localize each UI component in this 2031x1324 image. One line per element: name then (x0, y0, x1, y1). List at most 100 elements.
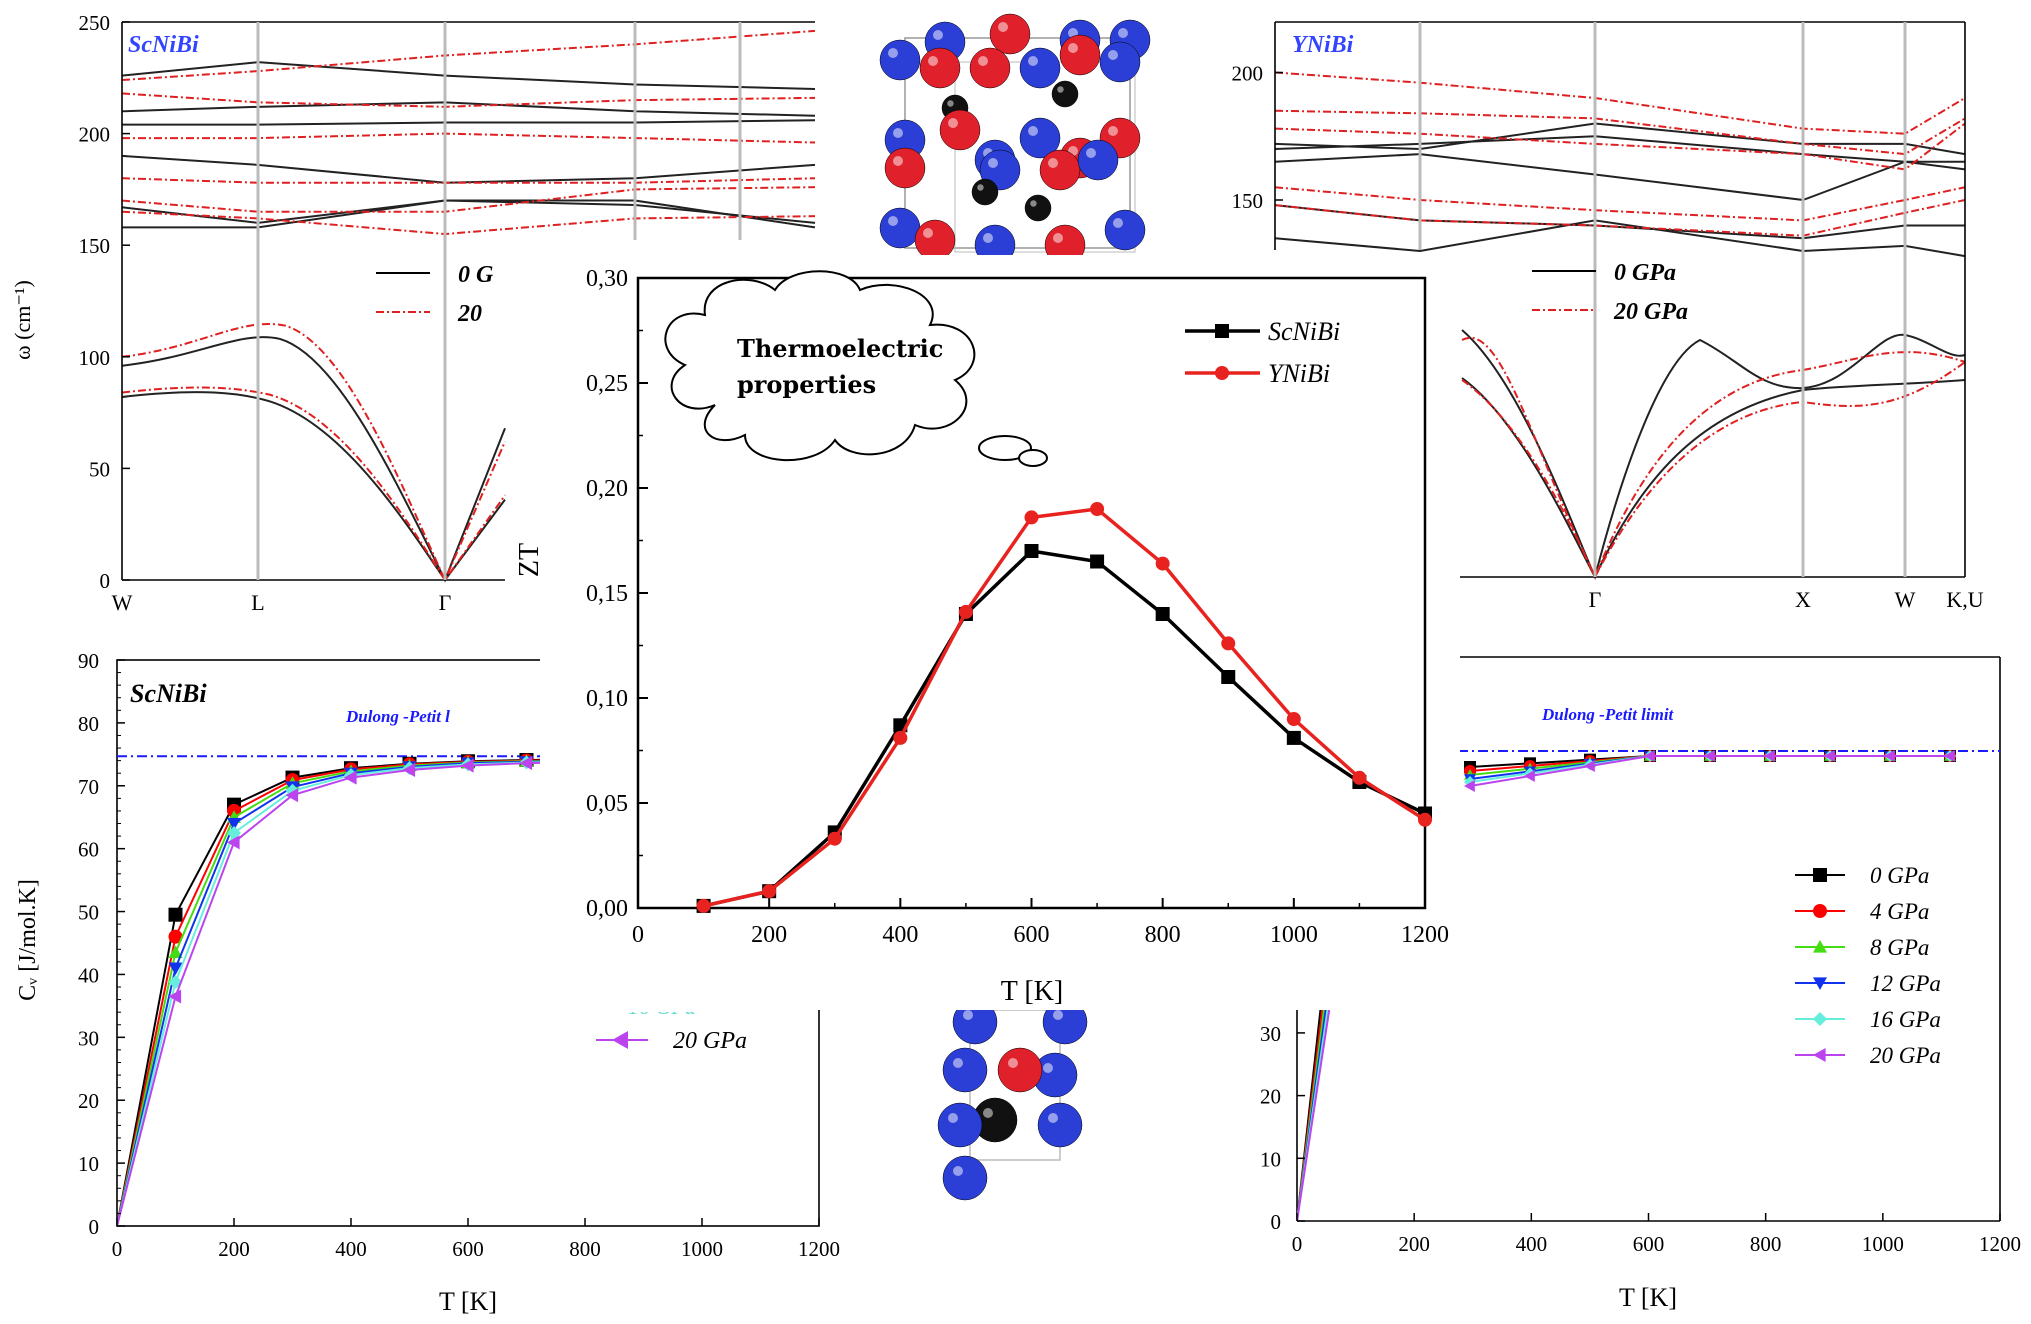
zt-xtick-label: 600 (1014, 922, 1050, 948)
zt-xtick-label: 400 (882, 922, 918, 948)
cv-ynibi-point (1764, 750, 1775, 762)
crystal-top-atom (1059, 34, 1101, 76)
cv-ynibi-xtick-label: 1200 (1979, 1232, 2021, 1256)
cv-ynibi-point (1944, 750, 1955, 762)
crystal-top-atom-highlight (978, 56, 988, 66)
crystal-top-atom (1077, 139, 1119, 181)
phonon-ynibi-band-20 (1274, 109, 1966, 156)
phonon-scnibi-band-20 (121, 186, 816, 213)
cv-ynibi-point (1464, 780, 1475, 792)
phonon-scnibi-legend-20: 20 (457, 301, 482, 327)
crystal-top-atom (879, 207, 921, 249)
cloud-bubble-small (1018, 449, 1048, 467)
crystal-top-atom-highlight (1028, 126, 1038, 136)
cv-scnibi-point (344, 770, 357, 785)
cv-ynibi-legend-label: 0 GPa (1870, 863, 1929, 888)
cv-scnibi-xtick-label: 1000 (681, 1237, 723, 1261)
zt-xtick-label: 1200 (1401, 922, 1449, 948)
crystal-top-atom-highlight (893, 156, 903, 166)
zt-point-ScNiBi (1024, 544, 1039, 558)
phonon-scnibi-band-0 (121, 101, 816, 117)
phonon-scnibi-band-20 (121, 29, 816, 82)
cv-ynibi-xtick-label: 400 (1516, 1232, 1548, 1256)
phonon-scnibi-band-20 (121, 92, 816, 108)
cv-scnibi-ytick-label: 20 (78, 1089, 99, 1113)
crystal-top-atom-highlight (1068, 43, 1078, 53)
cv-scnibi-xlabel: T [K] (439, 1287, 497, 1316)
zt-ytick-label: 0,15 (586, 581, 628, 607)
crystal-top-atom (1024, 194, 1052, 222)
crystal-bottom-atom-highlight (983, 1108, 993, 1118)
zt-main-panel: 0 200 400 600 800 1000 1200 0,00 0,05 0,10 0,15 0,2… (514, 255, 1460, 1010)
zt-ytick-label: 0,10 (586, 686, 628, 712)
cv-ynibi-ticks: 0 10 20 30 0 200 400 600 800 1000 1200 (1260, 1022, 2021, 1256)
crystal-top-atom (1099, 41, 1141, 83)
cv-scnibi-label: ScNiBi (130, 679, 207, 708)
cv-scnibi-ytick-label: 70 (78, 775, 99, 799)
zt-point-YNiBi (1352, 770, 1367, 785)
zt-xtick-label: 1000 (1270, 922, 1318, 948)
crystal-bottom-atom-highlight (953, 1166, 963, 1176)
phonon-ynibi-band-0 (1274, 122, 1966, 156)
cv-scnibi-point (227, 825, 241, 840)
crystal-top-atom-highlight (977, 184, 984, 191)
phonon-scnibi-legend-0: 0 G (458, 262, 494, 288)
crystal-bottom-atom (942, 1047, 988, 1093)
phonon-ynibi-kpoint-label: X (1795, 587, 1811, 612)
phonon-scnibi-band-0 (121, 154, 816, 184)
phonon-scnibi-band-20 (122, 132, 816, 144)
phonon-scnibi-ylabel: ω (cm⁻¹) (10, 280, 35, 360)
cv-scnibi-ytick-label: 0 (89, 1215, 100, 1239)
crystal-top-atom (1104, 209, 1146, 251)
crystal-top-atom-highlight (947, 100, 954, 107)
cloud-text-line1: Thermoelectric (737, 334, 943, 363)
crystal-top-atom-highlight (1108, 126, 1118, 136)
cv-ynibi-xtick-label: 800 (1750, 1232, 1782, 1256)
crystal-top-atom (1051, 80, 1079, 108)
cv-scnibi-dulong-label: Dulong -Petit l (345, 707, 450, 726)
zt-point-YNiBi (1024, 510, 1039, 525)
crystal-top-atom-highlight (1048, 158, 1058, 168)
crystal-top-atom-highlight (893, 128, 903, 138)
zt-point-ScNiBi (1155, 607, 1170, 621)
cv-ynibi-xtick-label: 1000 (1862, 1232, 1904, 1256)
crystal-bottom-atom-highlight (1048, 1113, 1058, 1123)
zt-ytick-label: 0,25 (586, 371, 628, 397)
cv-ynibi-point (1884, 750, 1895, 762)
zt-legend-marker (1215, 324, 1229, 338)
zt-point-YNiBi (893, 730, 908, 745)
zt-point-YNiBi (1418, 812, 1432, 827)
crystal-top-atom (1039, 149, 1081, 191)
crystal-bottom-atom-highlight (948, 1113, 958, 1123)
zt-legend-marker (1215, 366, 1229, 380)
cv-ynibi-ytick-label: 10 (1260, 1147, 1281, 1171)
phonon-scnibi-ytick-label: 50 (89, 457, 110, 481)
cv-scnibi-point (285, 788, 299, 803)
cv-scnibi-xtick-label: 800 (569, 1237, 601, 1261)
cv-scnibi-point (168, 945, 183, 959)
cv-scnibi-xtick-label: 400 (335, 1237, 367, 1261)
zt-ytick-label: 0,05 (586, 791, 628, 817)
crystal-top-atom-highlight (998, 22, 1008, 32)
crystal-top-atom (971, 178, 999, 206)
cv-scnibi-ytick-label: 30 (78, 1026, 99, 1050)
crystal-top-atom-highlight (923, 228, 933, 238)
cv-ynibi-ytick-label: 20 (1260, 1085, 1281, 1109)
cv-scnibi-panel: 0 10 20 30 40 50 60 70 80 90 0 200 400 600 800 1000 1200… (15, 649, 840, 1316)
zt-ytick-label: 0,30 (586, 266, 628, 292)
phonon-scnibi-label: ScNiBi (128, 32, 199, 58)
crystal-top-atom (914, 219, 956, 261)
phonon-ynibi-band-20 (1274, 122, 1966, 171)
zt-legend-label: ScNiBi (1268, 317, 1340, 346)
zt-point-ScNiBi (1221, 670, 1236, 684)
crystal-bottom-atom (1037, 1102, 1083, 1148)
crystal-top-atom-highlight (1028, 56, 1038, 66)
cv-scnibi-ytick-label: 60 (78, 838, 99, 862)
zt-point-YNiBi (762, 884, 777, 899)
cv-scnibi-point (168, 962, 183, 976)
cv-ynibi-series (1296, 750, 2000, 1222)
cv-scnibi-point (461, 758, 474, 773)
cv-ynibi-legend-marker (1813, 868, 1827, 882)
zt-xtick-label: 0 (632, 922, 644, 948)
